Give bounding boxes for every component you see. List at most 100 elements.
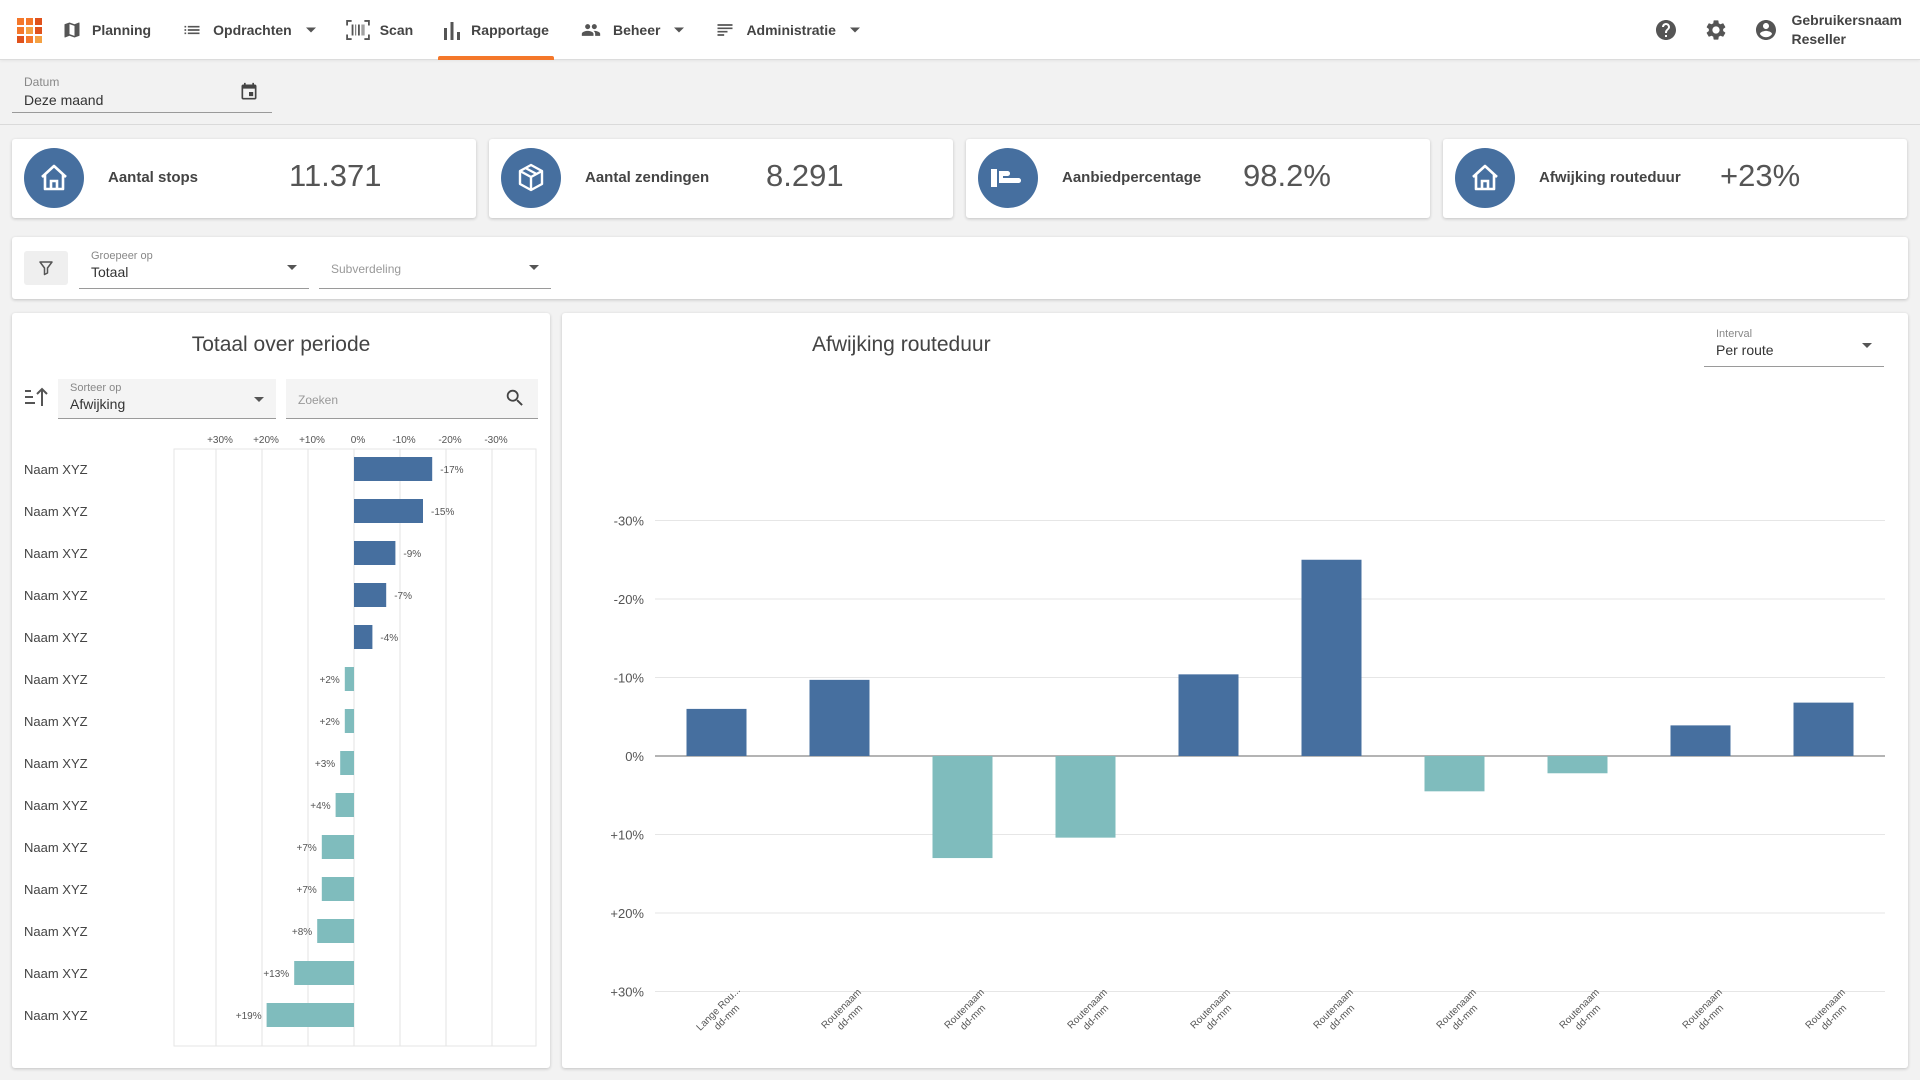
search-icon[interactable] [504, 387, 526, 409]
bar [1424, 756, 1485, 792]
panel-title: Totaal over periode [191, 333, 371, 356]
sort-select[interactable]: Sorteer op Afwijking [58, 379, 276, 419]
kpi-card-afwijking: Afwijking routeduur +23% [1443, 139, 1907, 218]
category-label: Naam XYZ [24, 588, 88, 603]
chevron-down-icon[interactable] [305, 27, 316, 33]
logo-square [26, 27, 33, 34]
kpi-value: 8.291 [766, 158, 844, 193]
nav-item-administratie[interactable]: Administratie [710, 0, 863, 60]
bar [340, 751, 354, 775]
bar [354, 541, 396, 565]
y-tick-label: +10% [610, 828, 644, 843]
kpi-card-zendingen: Aantal zendingen 8.291 [489, 139, 953, 218]
nav-item-opdrachten[interactable]: Opdrachten [177, 0, 320, 60]
user-menu[interactable]: Gebruikersnaam Reseller [1792, 11, 1903, 49]
bar [932, 756, 993, 859]
nav-label: Administratie [746, 22, 836, 38]
date-filter[interactable]: Datum Deze maand [12, 73, 272, 113]
nav-item-beheer[interactable]: Beheer [575, 0, 688, 60]
x-tick-label: +30% [207, 435, 233, 446]
chevron-down-icon[interactable] [674, 27, 685, 33]
interval-select[interactable]: Interval Per route [1704, 325, 1884, 367]
bar [321, 835, 354, 859]
bar [294, 961, 354, 985]
chevron-down-icon [287, 265, 297, 270]
bar [1547, 756, 1608, 774]
user-role: Reseller [1791, 31, 1846, 47]
kpi-card-aanbiedpercentage: Aanbiedpercentage 98.2% [966, 139, 1430, 218]
panel-title: Afwijking routeduur [812, 333, 991, 356]
sort-value: Afwijking [70, 396, 126, 412]
search-placeholder: Zoeken [298, 393, 339, 407]
chevron-down-icon[interactable] [849, 27, 860, 33]
help-icon[interactable] [1654, 18, 1678, 42]
search-field[interactable]: Zoeken [286, 379, 538, 419]
bar [344, 709, 354, 733]
nav-item-rapportage[interactable]: Rapportage [438, 0, 554, 60]
category-label: Naam XYZ [24, 714, 88, 729]
x-tick-label: 0% [351, 435, 366, 446]
nav-label: Planning [92, 22, 152, 38]
filter-icon [38, 260, 54, 276]
group-by-select[interactable]: Groepeer op Totaal [79, 247, 309, 289]
category-label: Naam XYZ [24, 798, 88, 813]
nav-item-scan[interactable]: Scan [342, 0, 417, 60]
gear-icon[interactable] [1704, 18, 1728, 42]
top-navigation-bar: Planning Opdrachten Scan Rapportage B [0, 0, 1920, 60]
y-tick-label: -20% [614, 592, 645, 607]
category-label: Naam XYZ [24, 630, 88, 645]
data-label: -4% [380, 633, 398, 644]
category-label: Naam XYZ [24, 546, 88, 561]
bar [1793, 702, 1854, 756]
kpi-label: Aantal stops [108, 169, 199, 186]
category-label: Naam XYZ [24, 882, 88, 897]
main-nav: Planning Opdrachten Scan Rapportage B [58, 0, 886, 60]
category-label: Naam XYZ [24, 756, 88, 771]
list-icon [181, 20, 203, 40]
user-name: Gebruikersnaam [1791, 12, 1903, 28]
category-label: Naam XYZ [24, 1008, 88, 1023]
kpi-label: Aanbiedpercentage [1062, 169, 1202, 186]
y-tick-label: +30% [610, 985, 644, 1000]
data-label: -7% [394, 591, 412, 602]
nav-item-planning[interactable]: Planning [58, 0, 155, 60]
category-label: Naam XYZ [24, 504, 88, 519]
data-label: -17% [440, 465, 463, 476]
x-tick-label: -20% [438, 435, 461, 446]
subdivision-select[interactable]: Subverdeling [319, 247, 551, 289]
kpi-value: 11.371 [289, 158, 382, 193]
y-tick-label: 0% [625, 749, 644, 764]
bar [1055, 756, 1116, 838]
logo-square [35, 36, 42, 43]
filter-button[interactable] [24, 251, 68, 285]
logo-square [17, 36, 24, 43]
sort-icon[interactable] [24, 386, 48, 408]
account-circle-icon[interactable] [1754, 18, 1778, 42]
app-grid-logo-icon[interactable] [17, 18, 42, 43]
bar [335, 793, 354, 817]
interval-value: Per route [1716, 342, 1774, 358]
nav-label: Beheer [612, 22, 661, 38]
total-period-bar-chart: +30% +20% +10% 0% -10% -20% -30% Naam XYZ -17% Na… [24, 435, 537, 1047]
bar [321, 877, 354, 901]
y-tick-label: -10% [614, 671, 645, 686]
kpi-card-stops: Aantal stops 11.371 [12, 139, 476, 218]
route-deviation-bar-chart: -30% -20% -10% 0% +10% +20% +30% Lange Rou...dd… [610, 514, 1885, 1033]
x-tick-label: Lange Rou...dd-mm [695, 985, 743, 1033]
category-label: Naam XYZ [24, 672, 88, 687]
logo-square [35, 18, 42, 25]
calendar-icon[interactable] [239, 82, 259, 102]
chevron-down-icon [254, 397, 264, 402]
home-icon [24, 148, 84, 208]
bar [354, 499, 423, 523]
bar [354, 457, 433, 481]
top-right-actions: Gebruikersnaam Reseller [1628, 0, 1903, 60]
group-by-label: Groepeer op [91, 250, 153, 262]
bar [354, 583, 387, 607]
y-tick-label: +20% [610, 906, 644, 921]
data-label: +2% [320, 717, 340, 728]
